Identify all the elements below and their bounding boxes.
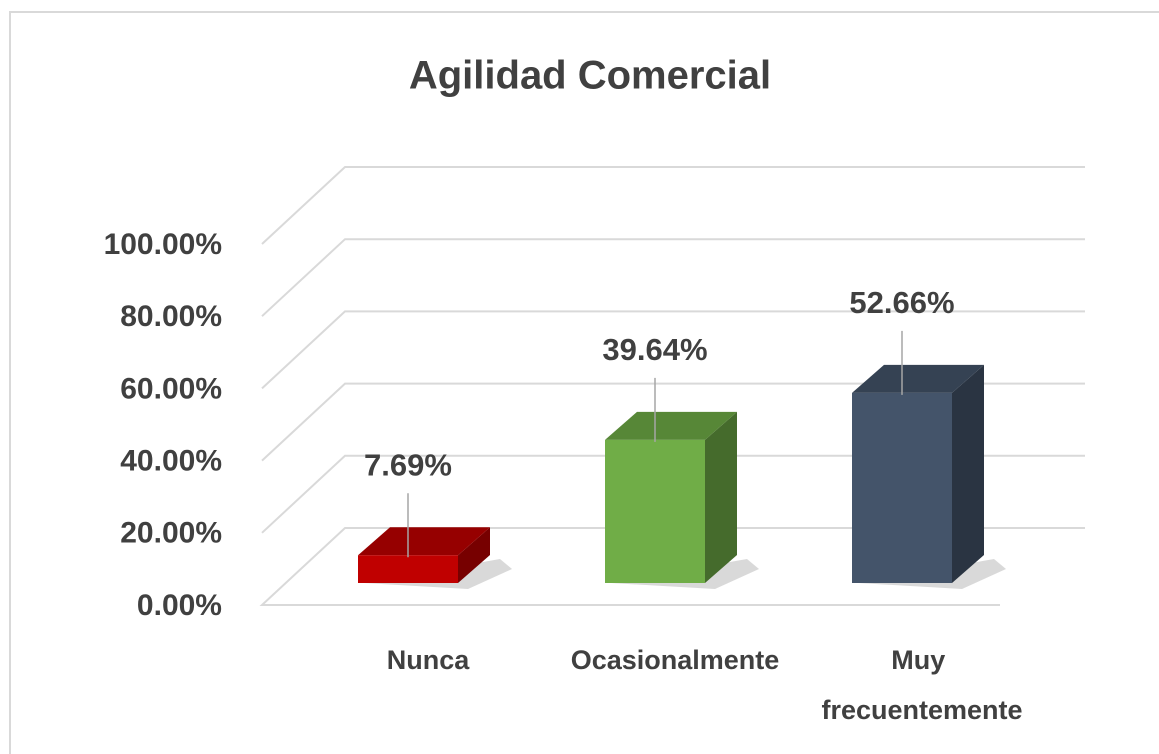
bar-side [458, 527, 490, 583]
y-tick-label: 60.00% [120, 372, 222, 405]
x-tick-label: Nunca [387, 645, 471, 675]
y-tick-label: 40.00% [120, 445, 222, 478]
bar-side [705, 411, 737, 583]
bar [358, 555, 458, 583]
grid-line [261, 310, 1085, 390]
chart-title: Agilidad Comercial [409, 54, 771, 98]
y-tick-label: 80.00% [120, 300, 222, 333]
grid-line [261, 454, 1085, 534]
bar [605, 439, 705, 583]
bar-top [358, 527, 490, 556]
x-tick-label: Muy frecuentemente [821, 645, 1022, 725]
bar [852, 392, 952, 583]
bar-top [852, 364, 984, 393]
x-tick-label: Ocasionalmente [571, 645, 780, 675]
grid-line [261, 382, 1085, 462]
grid-line [261, 166, 1085, 245]
grid-line [261, 238, 1085, 317]
bar-top [605, 411, 737, 440]
bar-side [952, 364, 984, 583]
value-label: 52.66% [849, 285, 954, 320]
y-tick-label: 100.00% [104, 228, 222, 261]
value-label: 39.64% [602, 332, 707, 367]
value-label: 7.69% [364, 447, 452, 482]
y-tick-label: 0.00% [137, 589, 222, 622]
y-tick-label: 20.00% [120, 517, 222, 550]
